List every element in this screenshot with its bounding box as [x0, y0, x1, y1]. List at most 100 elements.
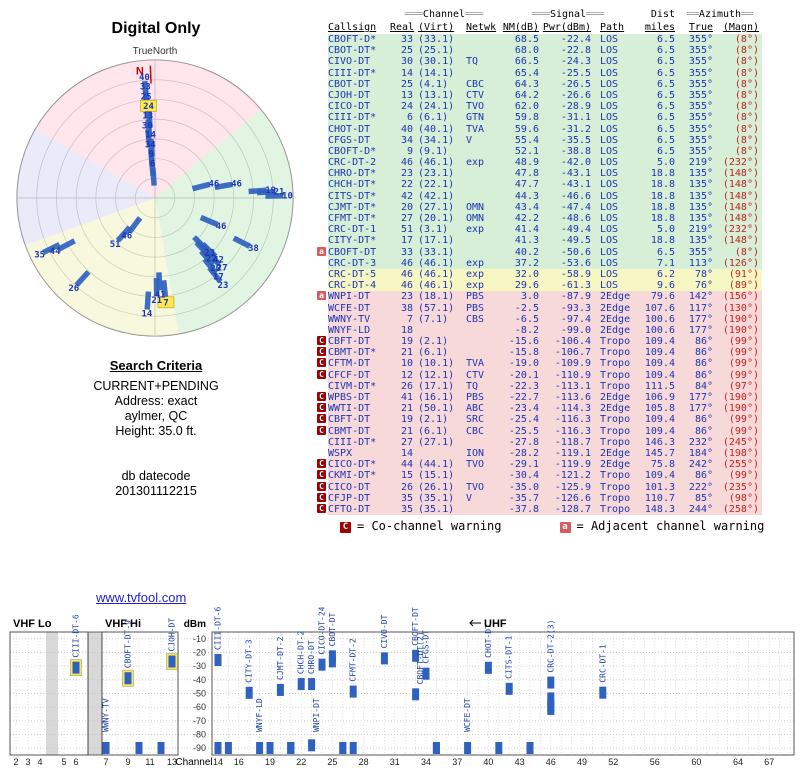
- channel-tick-label: 11: [145, 757, 154, 767]
- station-label: CITY-DT-3: [245, 639, 254, 683]
- callsign-cell[interactable]: CBFT-DT: [328, 414, 390, 426]
- polar-channel-label: 41: [155, 290, 166, 300]
- station-label: WWNY-TV: [102, 698, 111, 732]
- callsign-cell[interactable]: CFTO-DT: [328, 503, 390, 516]
- callsign-cell[interactable]: CIVO-DT: [328, 56, 390, 68]
- callsign-cell[interactable]: WWTI-DT: [328, 403, 390, 415]
- callsign-cell[interactable]: WPBS-DT: [328, 392, 390, 404]
- co-channel-legend-item: C = Co-channel warning: [340, 519, 502, 533]
- callsign-cell[interactable]: CBOFT-D*: [328, 34, 390, 46]
- channel-tick-label: 22: [296, 757, 306, 767]
- column-header-true: True: [688, 22, 713, 33]
- callsign-cell[interactable]: CBMT-DT: [328, 425, 390, 437]
- channel-tick-label: 4: [37, 757, 42, 767]
- callsign-cell[interactable]: CJOH-DT: [328, 89, 390, 102]
- co-channel-warning-icon: C: [317, 369, 326, 379]
- callsign-cell[interactable]: CIII-DT*: [328, 67, 390, 79]
- compass-needle-icon: [149, 65, 152, 84]
- station-row: C CFJP-DT 35 (35.1) V -35.7 -126.6 Tropo 110.7 85…: [314, 492, 798, 504]
- spectrum-bar: [214, 742, 222, 754]
- channel-tick-label: 46: [546, 757, 556, 767]
- polar-channel-label: 51: [110, 240, 121, 250]
- highlighted-station-marker: [157, 296, 175, 309]
- callsign-cell[interactable]: WNPI-DT: [328, 291, 390, 303]
- callsign-cell[interactable]: CIVM-DT*: [328, 380, 390, 392]
- polar-bar: [144, 291, 152, 310]
- spectrum-bar: [157, 742, 165, 754]
- station-row: CBOFT-D* 9 (9.1) 52.1 -38.8 LOS 6.5 355° (8°): [314, 145, 798, 158]
- callsign-cell[interactable]: CICO-DT: [328, 101, 390, 113]
- spectrum-bars: [72, 649, 607, 754]
- callsign-cell[interactable]: CICO-DT: [328, 481, 390, 493]
- polar-bar: [199, 214, 219, 227]
- station-row: CBOT-DT* 25 (25.1) 68.0 -22.8 LOS 6.5 355° (8°): [314, 45, 798, 57]
- callsign-cell[interactable]: CICO-DT*: [328, 459, 390, 471]
- station-label: CICO-DT-24: [318, 606, 327, 654]
- channel-axis-label: Channel: [175, 757, 212, 768]
- station-row: CIVO-DT 30 (30.1) TQ 66.5 -24.3 LOS 6.5 355° (8°): [314, 56, 798, 68]
- station-label: CBOFT-DT(1): [411, 606, 420, 646]
- callsign-cell[interactable]: CITS-DT*: [328, 190, 390, 202]
- callsign-cell[interactable]: CBOFT-D*: [328, 145, 390, 158]
- column-header-magn: (Magn): [722, 22, 759, 33]
- tvfool-link[interactable]: www.tvfool.com: [96, 590, 187, 605]
- callsign-cell[interactable]: WNYF-LD: [328, 324, 390, 337]
- spectrum-bar: [495, 742, 503, 754]
- polar-channel-label: 13: [142, 112, 153, 122]
- callsign-cell[interactable]: CFMT-DT*: [328, 213, 390, 225]
- callsign-cell[interactable]: CBMT-DT*: [328, 347, 390, 359]
- callsign-cell[interactable]: CJMT-DT*: [328, 201, 390, 213]
- column-header-callsign: Callsign: [328, 22, 377, 33]
- band-box: [9, 631, 89, 756]
- polar-channel-label: 20: [210, 264, 221, 274]
- callsign-cell[interactable]: CHOT-DT: [328, 123, 390, 135]
- spectrum-bar: [297, 678, 305, 691]
- column-header-netwk: Netwk: [466, 22, 497, 33]
- station-row: CIVM-DT* 26 (17.1) TQ -22.3 -113.1 Tropo 111.5 8…: [314, 380, 798, 392]
- callsign-cell[interactable]: CHCH-DT*: [328, 179, 390, 191]
- callsign-cell[interactable]: CBOT-DT: [328, 78, 390, 90]
- callsign-cell[interactable]: CIII-DT*: [328, 436, 390, 448]
- spectrum-axis-labels: 2 3 4 5 6 7 9 11 13 14 16 19 22 25 28 31 34 37 40 43 46 49 52 5…: [13, 618, 774, 768]
- polar-channel-label: 27: [217, 263, 228, 273]
- callsign-cell[interactable]: CRC-DT-1: [328, 224, 390, 236]
- channel-tick-label: 9: [125, 757, 130, 767]
- callsign-cell[interactable]: CRC-DT-2: [328, 157, 390, 169]
- adjacent-channel-legend-item: a = Adjacent channel warning: [559, 519, 764, 533]
- station-row: CJOH-DT 13 (13.1) CTV 64.2 -26.6 LOS 6.5 355° (8°…: [314, 89, 798, 102]
- callsign-cell[interactable]: CHRO-DT*: [328, 168, 390, 180]
- callsign-cell[interactable]: CFCF-DT: [328, 369, 390, 381]
- highlighted-station-marker: [140, 99, 157, 112]
- column-header-nmdb: NM(dB): [502, 22, 539, 33]
- page-title: Digital Only: [111, 20, 201, 37]
- callsign-cell[interactable]: CRC-DT-4: [328, 280, 390, 292]
- db-datecode: db datecode 201301112215: [2, 469, 310, 499]
- channel-tick-label: 5: [61, 757, 66, 767]
- spectrum-bar: [349, 742, 357, 754]
- callsign-cell[interactable]: WSPX: [328, 447, 390, 460]
- callsign-cell[interactable]: CIII-DT*: [328, 112, 390, 124]
- station-label: CFMT-DT-2: [349, 638, 358, 682]
- callsign-cell[interactable]: CRC-DT-3: [328, 257, 390, 269]
- polar-channel-label: 46: [231, 180, 242, 190]
- uhf-band-label: UHF: [484, 618, 507, 630]
- callsign-cell[interactable]: CBOT-DT*: [328, 45, 390, 57]
- callsign-cell[interactable]: CITY-DT*: [328, 235, 390, 247]
- callsign-cell[interactable]: WWNY-TV: [328, 313, 390, 325]
- signal-group-header: ═══Signal═══: [531, 9, 605, 20]
- station-row: CIII-DT* 14 (14.1) 65.4 -25.5 LOS 6.5 355° (8°): [314, 67, 798, 79]
- station-row: CITS-DT* 42 (42.1) 44.3 -46.6 LOS 18.8 135° (148…: [314, 190, 798, 202]
- callsign-cell[interactable]: CBOFT-DT: [328, 246, 390, 258]
- search-line: aylmer, QC: [124, 409, 188, 423]
- callsign-cell[interactable]: CKMI-DT*: [328, 470, 390, 482]
- station-label: CBOT-DT: [328, 612, 337, 646]
- callsign-cell[interactable]: CFJP-DT: [328, 492, 390, 504]
- callsign-cell[interactable]: WCFE-DT: [328, 302, 390, 314]
- callsign-cell[interactable]: CFGS-DT: [328, 134, 390, 146]
- channel-tick-label: 37: [452, 757, 462, 767]
- band-box: [211, 631, 795, 756]
- spectrum-bar: [276, 683, 284, 696]
- callsign-cell[interactable]: CFTM-DT: [328, 358, 390, 370]
- callsign-cell[interactable]: CBFT-DT: [328, 336, 390, 348]
- callsign-cell[interactable]: CRC-DT-5: [328, 268, 390, 281]
